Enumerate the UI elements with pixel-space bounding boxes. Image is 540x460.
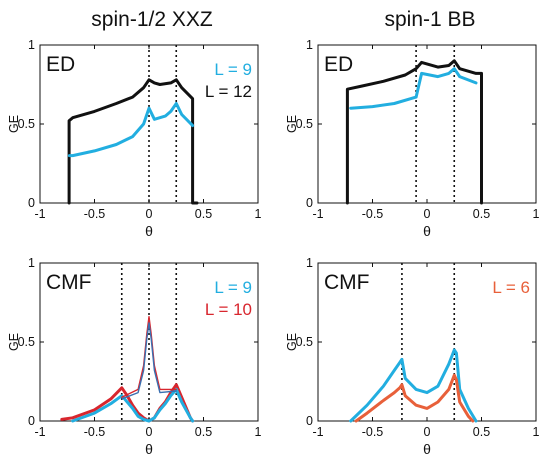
series-line — [71, 387, 195, 423]
x-axis-label: θ — [423, 223, 431, 239]
x-axis-label: θ — [145, 441, 153, 457]
x-tick-label: -1 — [34, 425, 45, 439]
y-tick-label: 0 — [306, 414, 313, 428]
panel-tag: ED — [324, 53, 353, 76]
legend-entry: L = 12 — [205, 82, 252, 101]
x-tick-label: 0 — [146, 425, 153, 439]
x-tick-label: 1 — [533, 207, 540, 221]
x-tick-label: 0 — [424, 207, 431, 221]
y-axis-label: GE — [285, 115, 299, 133]
panel-3: -1 -0.5 0 0.5 1 0 0.5 1 θ GE CMF L = 9 L = 10 — [7, 256, 262, 457]
x-tick-label: -0.5 — [84, 207, 106, 221]
y-tick-label: 1 — [28, 256, 35, 270]
x-tick-label: 0.5 — [473, 425, 490, 439]
y-tick-label: 1 — [306, 256, 313, 270]
y-tick-label: 0.5 — [296, 117, 313, 131]
series-line — [121, 316, 178, 398]
y-tick-label: 0 — [306, 196, 313, 210]
panel-1: -1 -0.5 0 0.5 1 0 0.5 1 θ GE ED L = 9 L = 12 — [7, 38, 262, 239]
y-tick-label: 0.5 — [18, 335, 35, 349]
series-line — [121, 322, 178, 400]
panel-4: -1 -0.5 0 0.5 1 0 0.5 1 θ GE CMF L = 6 — [285, 256, 540, 457]
x-tick-label: 1 — [255, 207, 262, 221]
y-axis-label: GE — [285, 333, 299, 351]
x-tick-label: -0.5 — [84, 425, 106, 439]
x-tick-label: 0.5 — [195, 425, 212, 439]
legend-entry: L = 6 — [492, 278, 530, 297]
y-tick-label: 0 — [28, 196, 35, 210]
x-tick-label: -1 — [312, 425, 323, 439]
panel-tag: CMF — [324, 271, 370, 294]
y-axis-label: GE — [7, 115, 21, 133]
x-tick-label: 1 — [533, 425, 540, 439]
legend-entry: L = 9 — [214, 60, 252, 79]
x-tick-label: -0.5 — [362, 425, 384, 439]
series-line — [67, 78, 199, 205]
x-tick-label: 0 — [146, 207, 153, 221]
x-axis-label: θ — [145, 223, 153, 239]
series-line — [354, 373, 475, 423]
x-tick-label: 0.5 — [195, 207, 212, 221]
x-tick-label: -1 — [312, 207, 323, 221]
x-tick-label: -0.5 — [362, 207, 384, 221]
series-line — [349, 67, 478, 110]
y-tick-label: 0.5 — [296, 335, 313, 349]
x-tick-label: 0.5 — [473, 207, 490, 221]
x-tick-label: 1 — [255, 425, 262, 439]
column-title-right: spin-1 BB — [384, 8, 475, 31]
x-axis-label: θ — [423, 441, 431, 457]
x-tick-label: -1 — [34, 207, 45, 221]
legend-entry: L = 10 — [205, 300, 252, 319]
panel-2: -1 -0.5 0 0.5 1 0 0.5 1 θ GE ED — [285, 38, 540, 239]
panel-tag: ED — [46, 53, 75, 76]
y-tick-label: 1 — [28, 38, 35, 52]
column-title-left: spin-1/2 XXZ — [91, 8, 213, 31]
legend-entry: L = 9 — [214, 278, 252, 297]
panel-tag: CMF — [46, 271, 92, 294]
y-tick-label: 0.5 — [18, 117, 35, 131]
x-tick-label: 0 — [424, 425, 431, 439]
series-line — [345, 59, 483, 205]
series-line — [349, 348, 478, 423]
y-axis-label: GE — [7, 333, 21, 351]
y-tick-label: 1 — [306, 38, 313, 52]
series-line — [67, 102, 195, 158]
y-tick-label: 0 — [28, 414, 35, 428]
